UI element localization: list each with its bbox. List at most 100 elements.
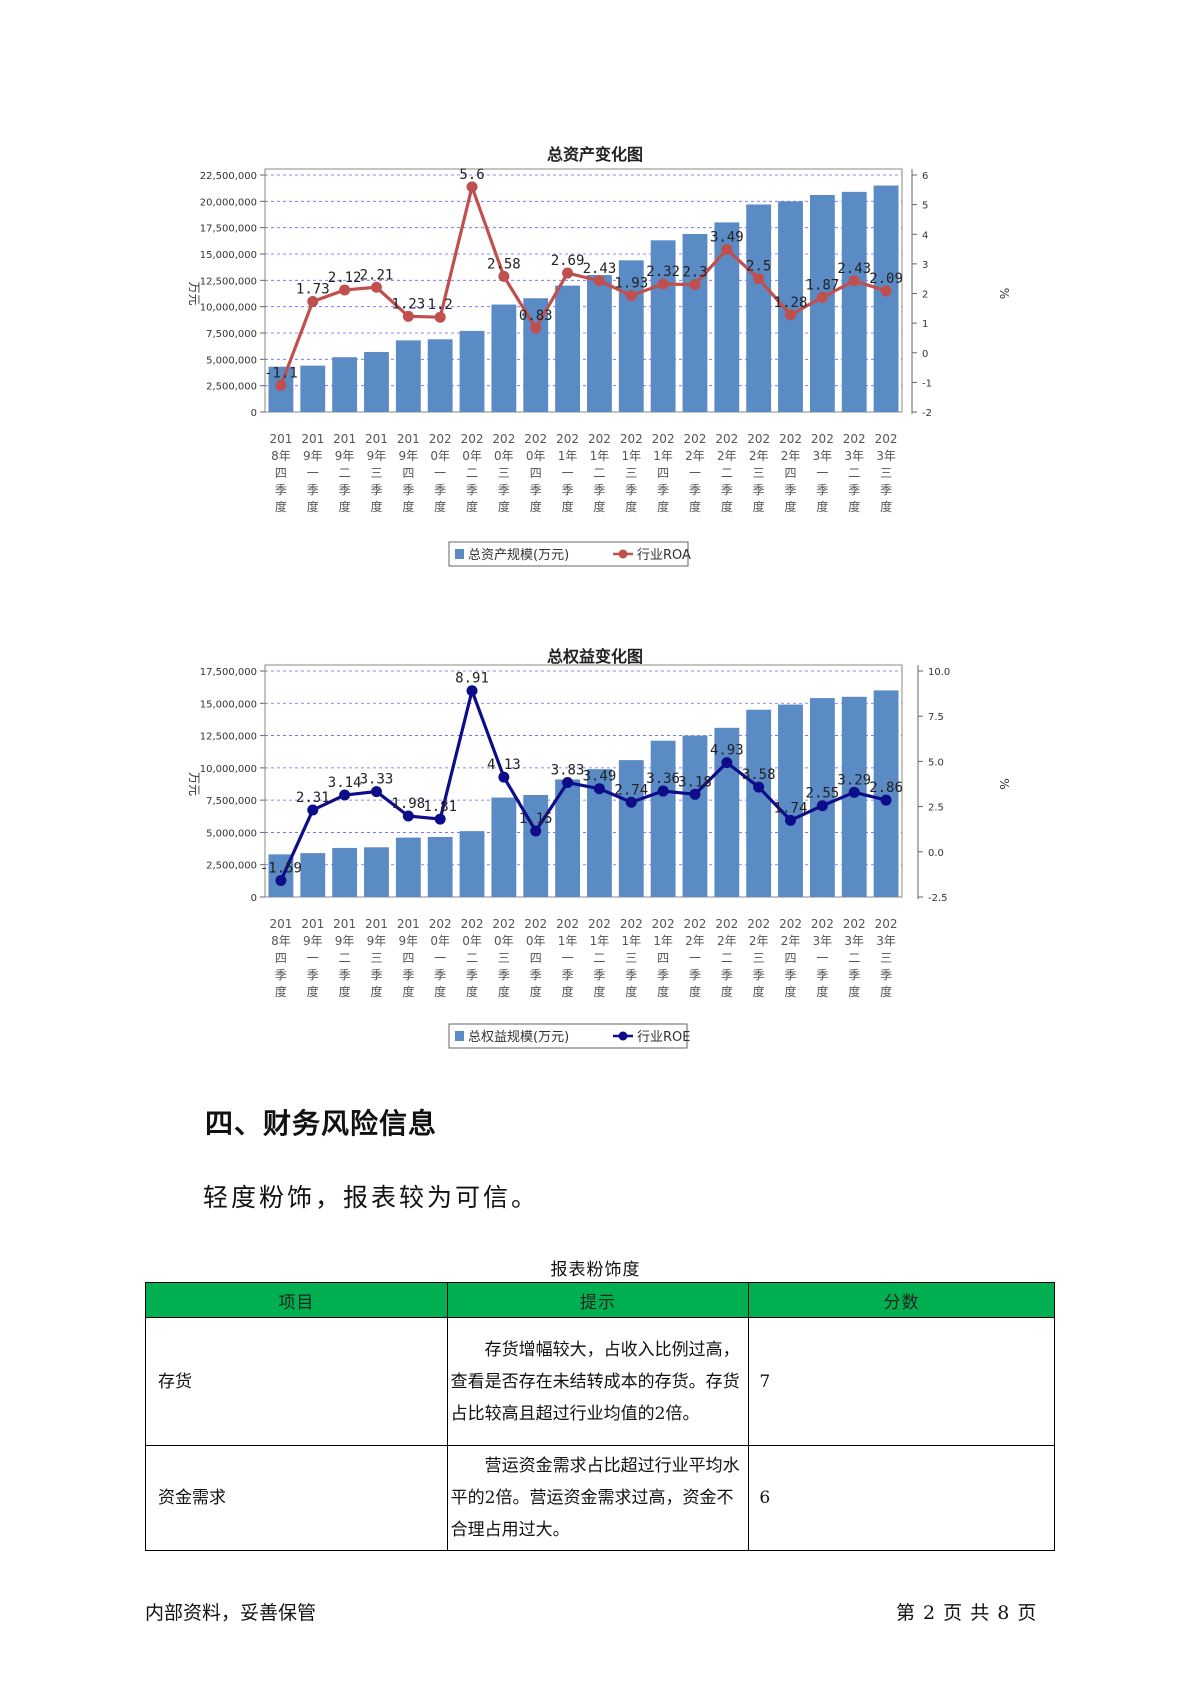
x-tick-label: 度 (753, 499, 765, 514)
data-label: 3.49 (583, 769, 617, 785)
legend-line-marker (618, 1031, 628, 1041)
line-point (848, 786, 860, 798)
x-tick-label: 一 (562, 951, 574, 965)
line-point (434, 813, 446, 825)
bar (873, 690, 899, 897)
x-tick-label: 201 (269, 432, 292, 446)
x-tick-label: 四 (275, 466, 287, 480)
data-label: 2.09 (869, 271, 903, 287)
right-tick-label: 0 (922, 349, 928, 360)
x-tick-label: 1年 (590, 449, 610, 463)
x-tick-label: 0年 (494, 449, 514, 463)
x-tick-label: 度 (753, 984, 765, 999)
data-label: 2.3 (682, 265, 707, 281)
x-tick-label: 202 (875, 432, 898, 446)
bar (555, 779, 580, 897)
x-tick-label: 度 (466, 499, 478, 514)
x-tick-label: 四 (530, 951, 542, 965)
right-tick-label: 2 (922, 290, 928, 301)
x-tick-label: 3年 (844, 934, 864, 948)
x-tick-label: 度 (593, 499, 605, 514)
line-point (625, 290, 637, 302)
bar (587, 275, 612, 412)
left-tick-label: 2,500,000 (206, 382, 257, 393)
header-score: 分数 (748, 1282, 1055, 1318)
line-point (530, 322, 542, 334)
x-tick-label: 三 (880, 466, 892, 480)
x-tick-label: 度 (498, 984, 510, 999)
data-label: 3.58 (742, 767, 776, 783)
x-tick-label: 一 (307, 951, 319, 965)
legend-line-label: 行业ROE (637, 1030, 690, 1045)
x-tick-label: 度 (307, 984, 319, 999)
x-tick-label: 季 (657, 968, 669, 982)
x-tick-label: 9年 (367, 934, 387, 948)
right-tick-label: 5.0 (928, 757, 944, 768)
bar (395, 837, 421, 897)
x-tick-label: 1年 (621, 449, 641, 463)
right-tick-label: 10.0 (928, 667, 950, 678)
x-tick-label: 202 (556, 432, 579, 446)
x-tick-label: 四 (657, 466, 669, 480)
x-tick-label: 202 (429, 917, 452, 931)
x-tick-label: 2年 (717, 449, 737, 463)
x-tick-label: 季 (339, 483, 351, 497)
row-hint: 存货增幅较大，占收入比例过高，查看是否存在未结转成本的存货。存货占比较高且超过行… (446, 1317, 750, 1446)
line-point (466, 685, 478, 697)
x-tick-label: 四 (657, 951, 669, 965)
x-tick-label: 2年 (685, 449, 705, 463)
data-label: 2.43 (583, 261, 617, 277)
x-tick-label: 0年 (462, 934, 482, 948)
bar (395, 340, 421, 412)
risk-summary: 轻度粉饰，报表较为可信。 (203, 1183, 540, 1212)
right-tick-label: 4 (922, 230, 928, 241)
left-tick-label: 15,000,000 (200, 699, 257, 710)
legend-box (448, 1023, 688, 1049)
data-label: 2.58 (487, 256, 521, 272)
x-tick-label: 202 (588, 917, 611, 931)
x-tick-label: 季 (625, 483, 637, 497)
data-label: 0.83 (519, 308, 553, 324)
x-tick-label: 季 (721, 968, 733, 982)
bar (618, 260, 644, 412)
line-point (307, 804, 319, 816)
x-tick-label: 度 (434, 984, 446, 999)
table-row: 存货 存货增幅较大，占收入比例过高，查看是否存在未结转成本的存货。存货占比较高且… (145, 1317, 1055, 1446)
x-tick-label: 202 (492, 432, 515, 446)
bar (618, 760, 644, 897)
x-tick-label: 季 (593, 968, 605, 982)
x-tick-label: 季 (370, 968, 382, 982)
line-point (593, 275, 605, 287)
line-point (370, 281, 382, 293)
x-tick-label: 度 (402, 499, 414, 514)
x-tick-label: 2年 (749, 934, 769, 948)
x-tick-label: 三 (625, 951, 637, 965)
x-tick-label: 季 (275, 483, 287, 497)
data-label: -1.1 (264, 365, 298, 381)
bar (300, 365, 326, 412)
x-tick-label: 二 (848, 466, 860, 480)
x-tick-label: 9年 (303, 449, 323, 463)
left-tick-label: 7,500,000 (206, 329, 257, 340)
left-axis-label: 万元 (187, 281, 201, 305)
x-tick-label: 度 (498, 499, 510, 514)
right-tick-label: 3 (922, 260, 928, 271)
x-tick-label: 0年 (526, 449, 546, 463)
x-tick-label: 季 (689, 483, 701, 497)
data-label: 3.33 (360, 772, 394, 788)
x-tick-label: 一 (562, 466, 574, 480)
x-tick-label: 四 (402, 466, 414, 480)
x-tick-label: 2年 (685, 934, 705, 948)
x-tick-label: 202 (779, 917, 802, 931)
x-tick-label: 202 (684, 432, 707, 446)
header-item: 项目 (145, 1282, 448, 1318)
section-heading: 四、财务风险信息 (205, 1107, 438, 1140)
x-tick-label: 季 (434, 483, 446, 497)
x-tick-label: 二 (593, 951, 605, 965)
x-tick-label: 度 (370, 984, 382, 999)
x-tick-label: 2年 (749, 449, 769, 463)
bar (841, 191, 867, 412)
x-tick-label: 季 (307, 483, 319, 497)
data-label: 1.28 (774, 295, 808, 311)
x-tick-label: 二 (848, 951, 860, 965)
